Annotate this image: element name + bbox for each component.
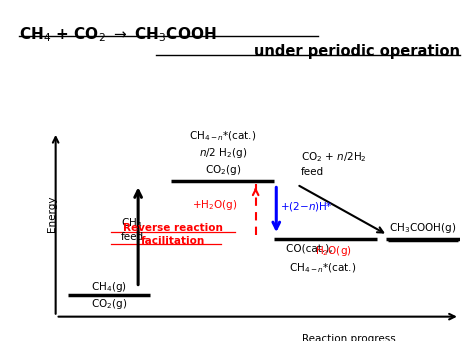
Text: CH$_4$
feed: CH$_4$ feed [120,216,144,242]
Text: CO(cat.),: CO(cat.), [286,244,336,254]
Text: CH$_4$ + CO$_2$ $\rightarrow$ CH$_3$COOH: CH$_4$ + CO$_2$ $\rightarrow$ CH$_3$COOH [19,26,217,44]
Text: CO$_2$ + $n$/2H$_2$
feed: CO$_2$ + $n$/2H$_2$ feed [301,150,367,177]
Text: under periodic operation: under periodic operation [254,44,460,59]
Text: CH$_4$(g)
CO$_2$(g): CH$_4$(g) CO$_2$(g) [91,280,128,311]
Text: +(2$-n$)H*: +(2$-n$)H* [281,200,333,213]
Text: CH$_3$COOH(g): CH$_3$COOH(g) [389,221,456,235]
Text: Reaction progress: Reaction progress [301,334,395,341]
Text: +H$_2$O(g): +H$_2$O(g) [191,198,237,212]
Text: CH$_{4-n}$*(cat.)
$n$/2 H$_2$(g)
CO$_2$(g): CH$_{4-n}$*(cat.) $n$/2 H$_2$(g) CO$_2$(… [189,129,256,177]
Text: CH$_{4-n}$*(cat.): CH$_{4-n}$*(cat.) [289,261,356,275]
Text: H$_2$O(g): H$_2$O(g) [315,244,351,258]
Text: Reverse reaction
facilitation: Reverse reaction facilitation [123,223,223,246]
Text: Energy: Energy [46,195,56,232]
